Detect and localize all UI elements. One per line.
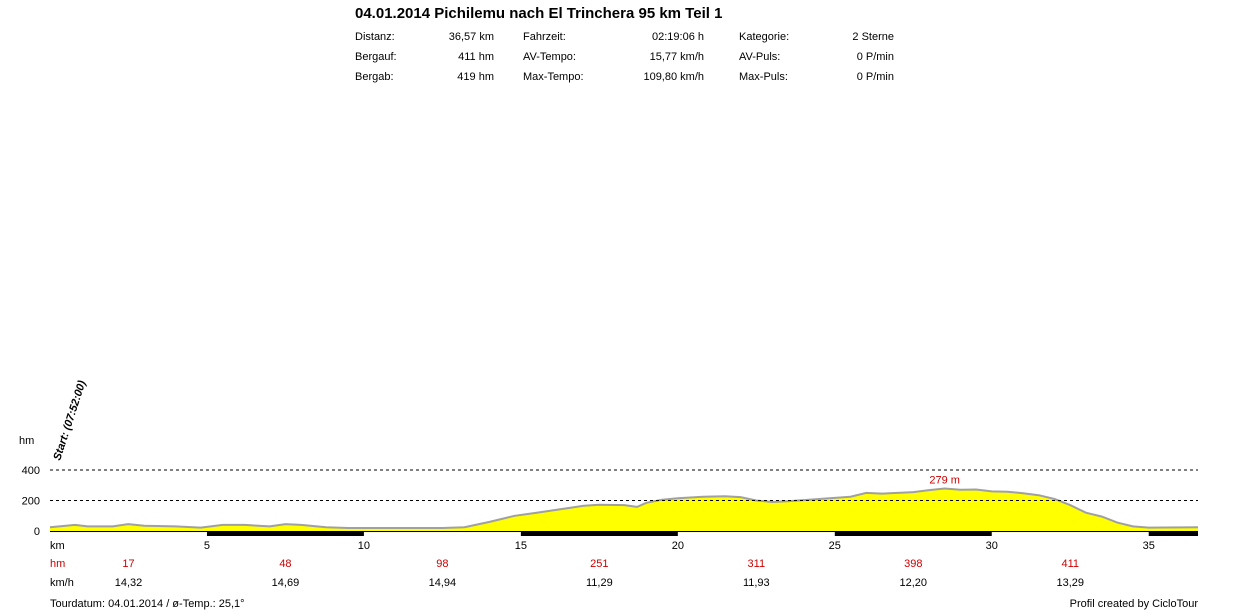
stat-label: Max-Tempo: [523, 71, 584, 83]
speed-value: 11,29 [586, 577, 613, 589]
km-band [1148, 532, 1198, 536]
km-band [520, 532, 678, 536]
x-tick-label: 15 [515, 540, 527, 552]
footer-tour-info: Tourdatum: 04.01.2014 / ø-Temp.: 25,1° [50, 598, 245, 610]
hm-value: 98 [436, 558, 448, 570]
hm-value: 311 [748, 558, 766, 570]
speed-row-label: km/h [50, 577, 74, 589]
stat-label: Kategorie: [739, 31, 790, 43]
stat-label: Fahrzeit: [523, 31, 566, 43]
hm-row-label: hm [50, 558, 65, 570]
km-band [834, 532, 992, 536]
stat-value: 0 P/min [856, 71, 894, 83]
speed-value: 11,93 [743, 577, 770, 589]
stat-label: Max-Puls: [739, 71, 788, 83]
hm-value: 48 [279, 558, 291, 570]
x-axis-label: km [50, 540, 65, 552]
stat-value: 411 hm [458, 51, 494, 63]
speed-value: 14,69 [272, 577, 300, 589]
x-tick-label: 10 [358, 540, 370, 552]
speed-value: 12,20 [900, 577, 928, 589]
stat-label: Distanz: [355, 31, 395, 43]
stat-value: 0 P/min [856, 51, 894, 63]
x-tick-label: 20 [672, 540, 684, 552]
elevation-area [50, 488, 1198, 531]
start-time-label: Start: (07:52:00) [51, 379, 88, 462]
footer-credit: Profil created by CicloTour [1069, 598, 1198, 610]
x-tick-label: 25 [829, 540, 841, 552]
stat-value: 15,77 km/h [649, 51, 704, 63]
y-tick-label: 0 [34, 526, 40, 538]
hm-value: 398 [904, 558, 922, 570]
chart-title: 04.01.2014 Pichilemu nach El Trinchera 9… [355, 5, 723, 22]
x-tick-label: 30 [986, 540, 998, 552]
y-tick-label: 400 [22, 465, 40, 477]
stat-label: Bergab: [355, 71, 394, 83]
hm-value: 411 [1061, 558, 1079, 570]
hm-value: 17 [122, 558, 134, 570]
hm-value: 251 [590, 558, 608, 570]
x-tick-label: 5 [204, 540, 210, 552]
y-tick-label: 200 [22, 496, 40, 508]
stat-value: 02:19:06 h [652, 31, 704, 43]
stat-value: 36,57 km [448, 31, 494, 43]
stat-label: AV-Tempo: [523, 51, 576, 63]
y-axis-label: hm [19, 435, 34, 447]
speed-value: 13,29 [1056, 577, 1084, 589]
stat-label: AV-Puls: [739, 51, 781, 63]
stat-label: Bergauf: [355, 51, 397, 63]
speed-value: 14,94 [429, 577, 457, 589]
stat-value: 109,80 km/h [643, 71, 704, 83]
speed-value: 14,32 [115, 577, 143, 589]
stat-value: 2 Sterne [852, 31, 894, 43]
km-band [206, 532, 364, 536]
x-tick-label: 35 [1143, 540, 1155, 552]
elevation-line [49, 487, 1199, 529]
stat-value: 419 hm [457, 71, 494, 83]
max-elevation-label: 279 m [929, 474, 960, 486]
